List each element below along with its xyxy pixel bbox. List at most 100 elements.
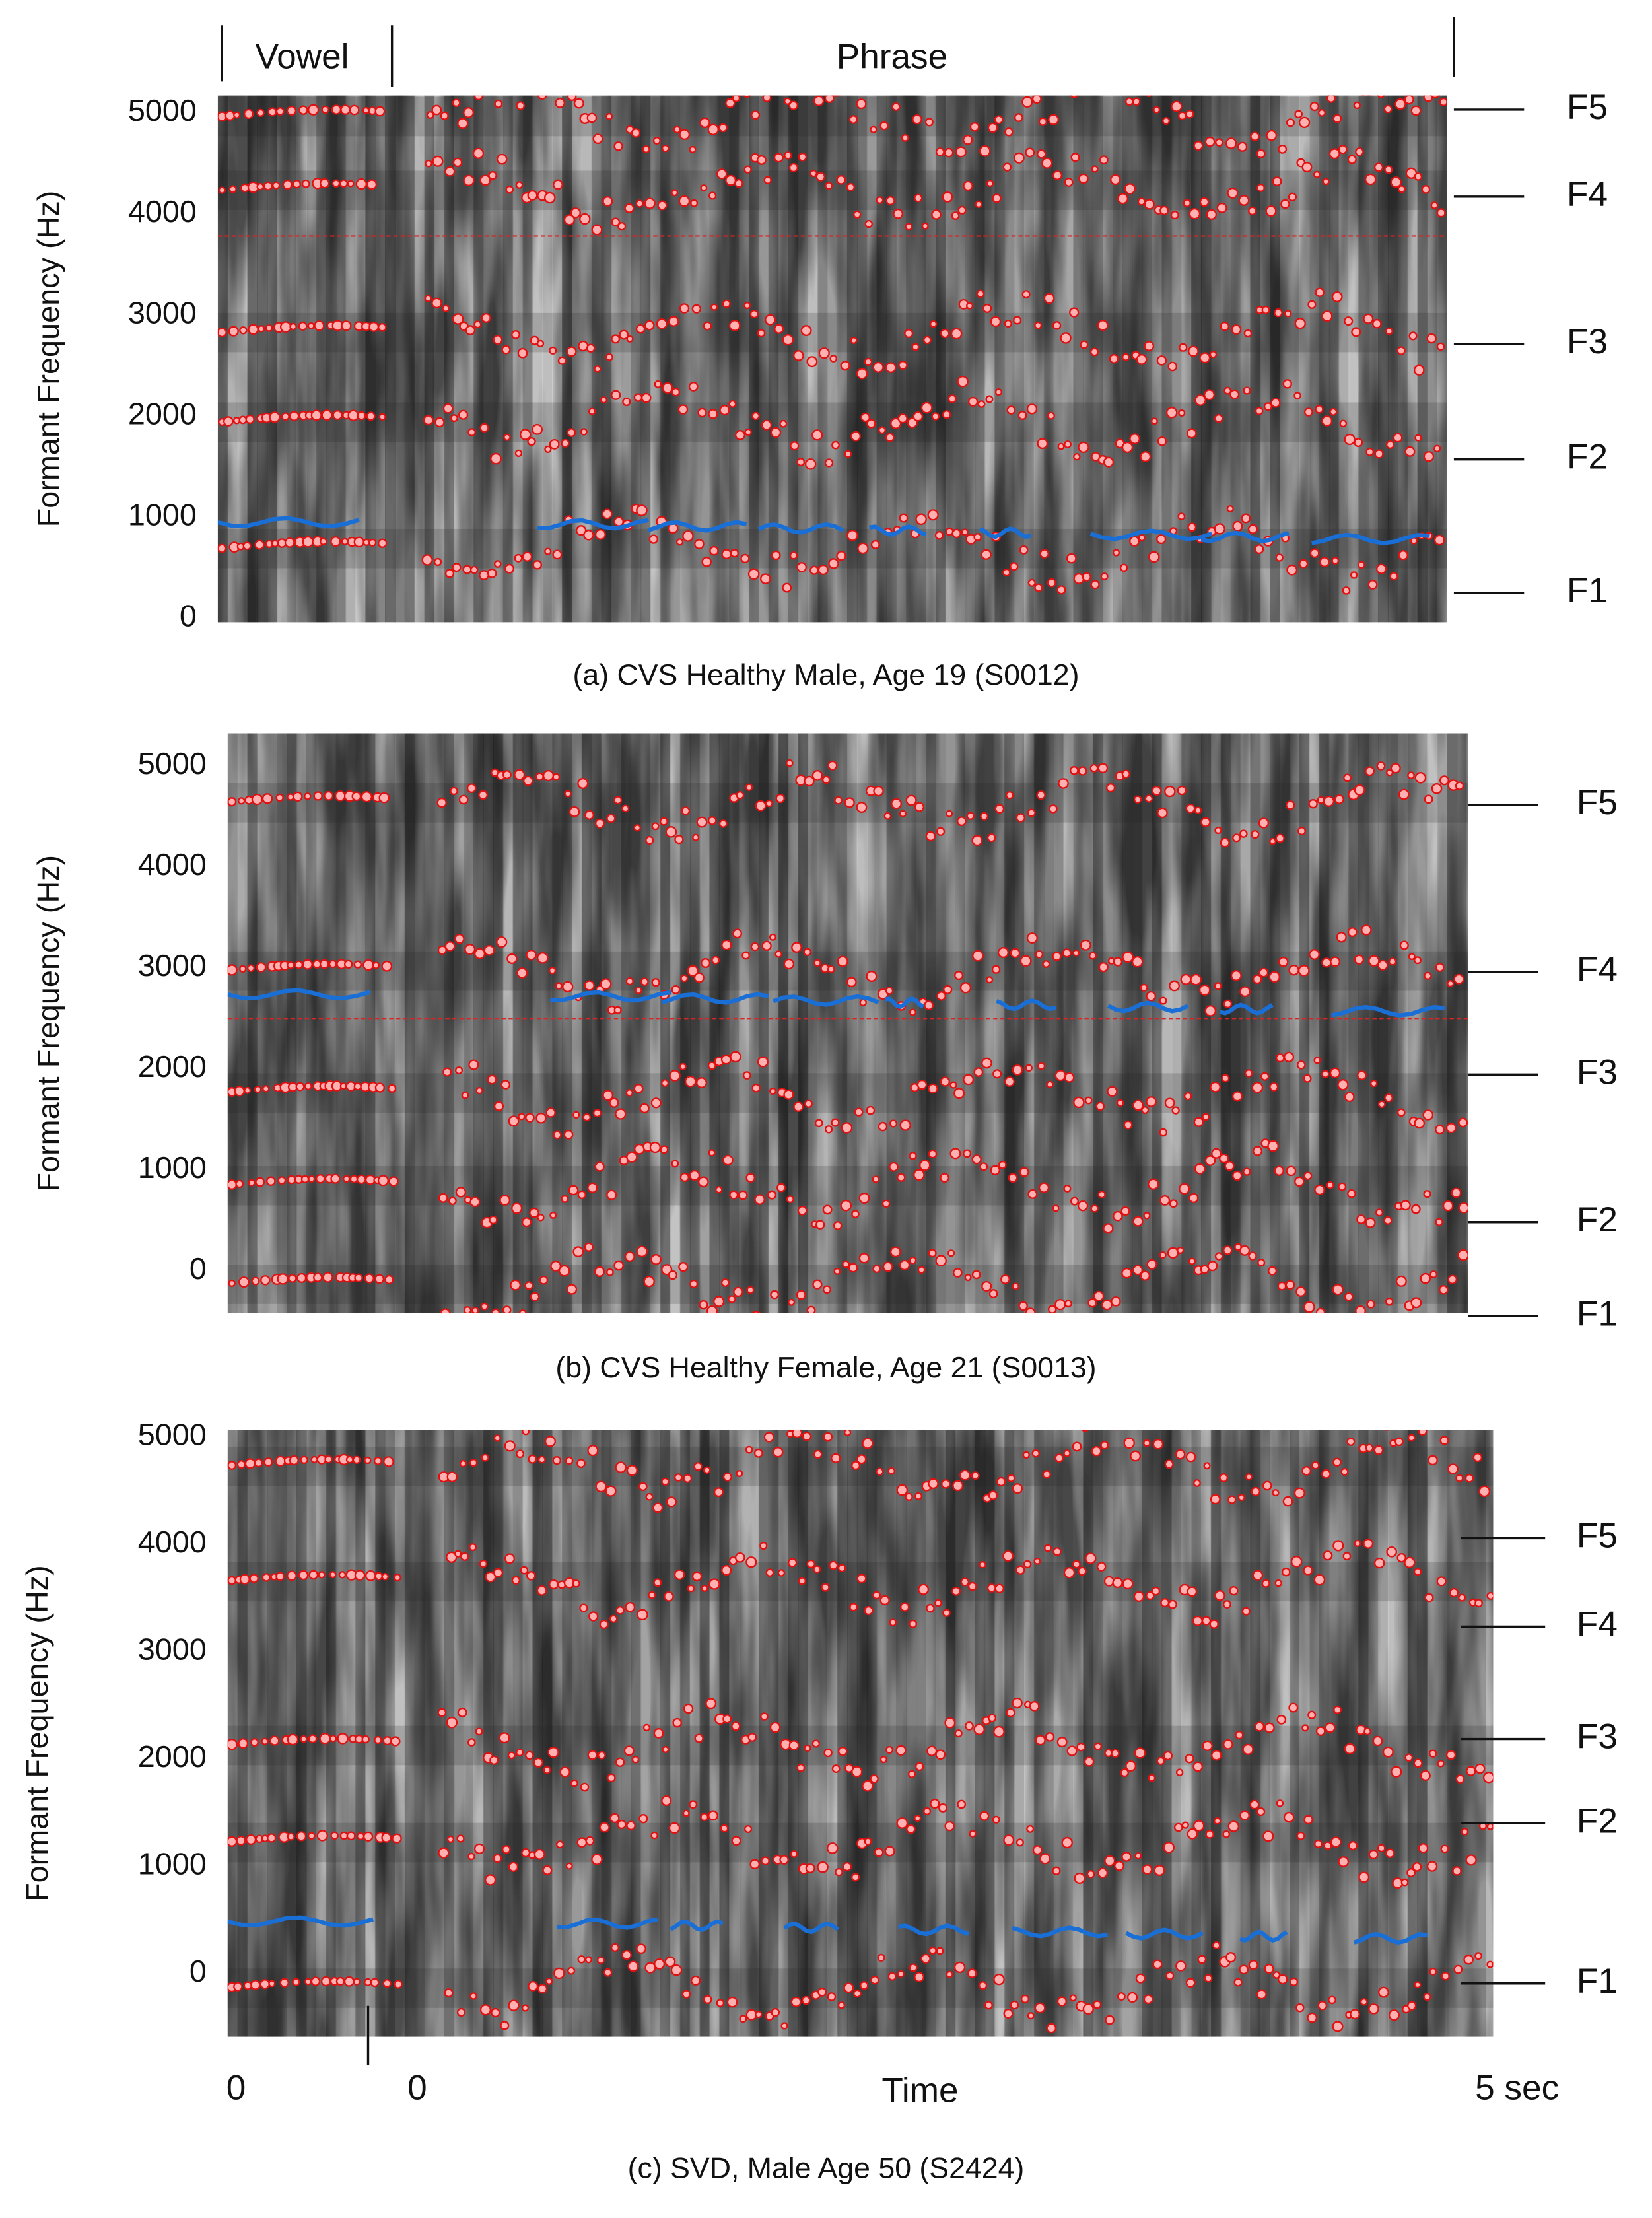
formant-point: [823, 1432, 833, 1442]
formant-point: [457, 118, 469, 129]
formant-point: [576, 1837, 588, 1848]
band: [227, 1265, 1468, 1304]
formant-point: [1439, 1436, 1449, 1445]
formant-point: [905, 794, 917, 806]
formant-point: [238, 415, 248, 425]
formant-point: [1383, 104, 1393, 114]
formant-point: [615, 1461, 627, 1473]
formant-point: [881, 1199, 891, 1208]
formant-point: [1439, 97, 1447, 106]
formant-point: [1290, 1977, 1299, 1986]
formant-point: [1129, 536, 1140, 547]
formant-point: [949, 1148, 961, 1160]
formant-point: [996, 1476, 1006, 1487]
formant-point: [1298, 965, 1310, 977]
formant-point: [696, 1077, 707, 1088]
formant-point: [1225, 1952, 1237, 1963]
formant-point: [672, 1717, 682, 1728]
formant-point: [1232, 833, 1241, 843]
formant-point: [1069, 307, 1080, 318]
formant-point: [806, 356, 818, 368]
formant-point: [1152, 1959, 1163, 1970]
annotation: F5: [1577, 783, 1618, 822]
formant-point: [645, 835, 654, 845]
formant-point: [731, 1836, 741, 1846]
formant-point: [585, 1836, 595, 1846]
formant-point: [700, 1813, 709, 1822]
formant-point: [287, 961, 295, 969]
formant-point: [782, 334, 794, 346]
formant-point: [543, 1766, 551, 1774]
formant-point: [811, 1739, 820, 1748]
formant-point: [1447, 1463, 1459, 1475]
formant-point: [545, 84, 555, 94]
formant-point: [1115, 1430, 1119, 1431]
formant-point: [731, 1721, 741, 1731]
formant-point: [393, 1574, 401, 1582]
formant-point: [923, 335, 932, 345]
formant-point: [1251, 830, 1260, 839]
formant-point: [515, 181, 524, 189]
formant-point: [1169, 980, 1180, 992]
formant-point: [940, 328, 950, 339]
formant-point: [833, 1221, 843, 1230]
formant-point: [846, 530, 858, 541]
formant-point: [1012, 1697, 1023, 1709]
formant-point: [944, 1717, 956, 1729]
formant-point: [1073, 452, 1081, 461]
formant-point: [1120, 1768, 1129, 1778]
formant-point: [1230, 969, 1242, 981]
formant-point: [1223, 1245, 1233, 1255]
formant-point: [1095, 1101, 1105, 1111]
formant-point: [991, 965, 1001, 974]
formant-point: [1003, 2008, 1014, 2019]
formant-point: [811, 429, 823, 441]
caption: (b) CVS Healthy Female, Age 21 (S0013): [555, 1352, 1096, 1384]
formant-point: [1178, 111, 1187, 121]
formant-point: [615, 1757, 625, 1768]
formant-point: [236, 1460, 246, 1469]
formant-point: [1439, 1285, 1449, 1295]
formant-point: [597, 1750, 606, 1760]
formant-point: [606, 814, 616, 823]
formant-point: [591, 1854, 603, 1865]
formant-point: [227, 1836, 238, 1847]
formant-point: [1106, 783, 1116, 793]
formant-point: [701, 1584, 708, 1592]
formant-point: [674, 1473, 683, 1482]
formant-point: [856, 1454, 867, 1465]
formant-point: [1099, 86, 1105, 92]
y-tick-label: 1000: [138, 1150, 207, 1185]
annotation: F2: [1577, 1200, 1618, 1239]
formant-point: [1426, 1861, 1438, 1872]
formant-point: [889, 1161, 899, 1172]
formant-point: [650, 1097, 662, 1109]
formant-point: [837, 1564, 846, 1573]
formant-point: [1239, 1964, 1249, 1975]
formant-point: [298, 1570, 309, 1581]
formant-point: [537, 1455, 546, 1464]
formant-point: [914, 1492, 922, 1500]
formant-point: [250, 1980, 261, 1990]
formant-point: [217, 327, 227, 338]
annotation: F1: [1577, 1962, 1618, 2001]
formant-point: [1332, 1457, 1342, 1467]
formant-point: [489, 1215, 498, 1225]
formant-point: [555, 982, 563, 990]
formant-point: [1223, 1739, 1233, 1750]
formant-point: [281, 412, 290, 421]
formant-point: [761, 419, 773, 431]
formant-point: [1274, 1165, 1284, 1176]
formant-point: [452, 313, 464, 325]
formant-point: [1224, 1161, 1235, 1171]
formant-point: [342, 1175, 351, 1183]
formant-point: [1037, 438, 1049, 450]
formant-point: [1347, 155, 1357, 164]
formant-point: [626, 1151, 638, 1163]
formant-point: [1332, 114, 1342, 123]
formant-point: [854, 1107, 864, 1117]
formant-point: [928, 1149, 938, 1159]
formant-point: [1131, 955, 1144, 968]
formant-point: [973, 1723, 985, 1735]
